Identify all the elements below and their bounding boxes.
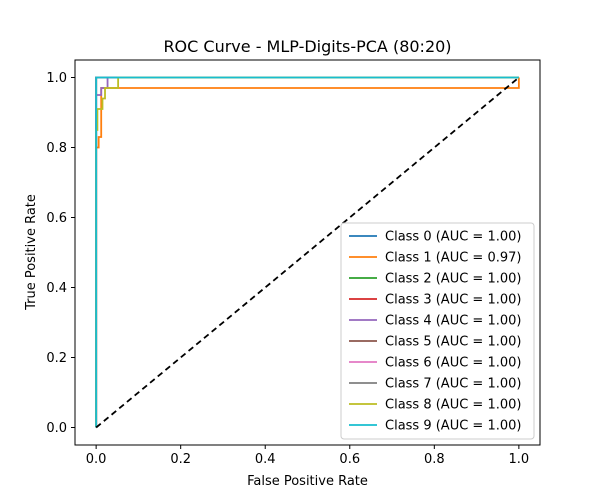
legend-label-class-9: Class 9 (AUC = 1.00): [385, 419, 521, 434]
series-line-class-9: [95, 76, 519, 428]
x-axis-label: False Positive Rate: [247, 474, 368, 489]
y-axis-label: True Positive Rate: [24, 194, 39, 311]
plot-area: [95, 76, 520, 429]
axes: 0.0 0.2 0.4 0.6 0.8 1.0 0.0 0.2 0.4 0.6 0.8 1.0: [46, 59, 541, 467]
chart-title: ROC Curve - MLP-Digits-PCA (80:20): [163, 37, 451, 56]
legend: Class 0 (AUC = 1.00) Class 1 (AUC = 0.97)…: [340, 222, 535, 440]
legend-label-class-8: Class 8 (AUC = 1.00): [385, 398, 521, 413]
y-tick-label: 0.2: [46, 351, 67, 366]
legend-label-class-1: Class 1 (AUC = 0.97): [385, 251, 521, 266]
legend-label-class-7: Class 7 (AUC = 1.00): [385, 377, 521, 392]
legend-label-class-5: Class 5 (AUC = 1.00): [385, 335, 521, 350]
y-tick-label: 0.4: [46, 281, 67, 296]
legend-label-class-2: Class 2 (AUC = 1.00): [385, 272, 521, 287]
legend-label-class-6: Class 6 (AUC = 1.00): [385, 356, 521, 371]
y-tick-label: 0.8: [46, 141, 67, 156]
chance-diagonal-line: [95, 76, 520, 429]
axes-frame: [74, 59, 541, 446]
legend-label-class-3: Class 3 (AUC = 1.00): [385, 293, 521, 308]
x-tick-label: 0.6: [339, 452, 360, 467]
x-tick-label: 0.4: [255, 452, 276, 467]
x-tick-label: 0.0: [86, 452, 107, 467]
legend-label-class-4: Class 4 (AUC = 1.00): [385, 314, 521, 329]
x-tick-label: 1.0: [509, 452, 530, 467]
x-tick-label: 0.2: [170, 452, 191, 467]
y-tick-label: 0.0: [46, 421, 67, 436]
legend-box: [340, 222, 535, 440]
y-tick-label: 1.0: [46, 71, 67, 86]
x-tick-label: 0.8: [424, 452, 445, 467]
y-tick-label: 0.6: [46, 211, 67, 226]
legend-label-class-0: Class 0 (AUC = 1.00): [385, 230, 521, 245]
